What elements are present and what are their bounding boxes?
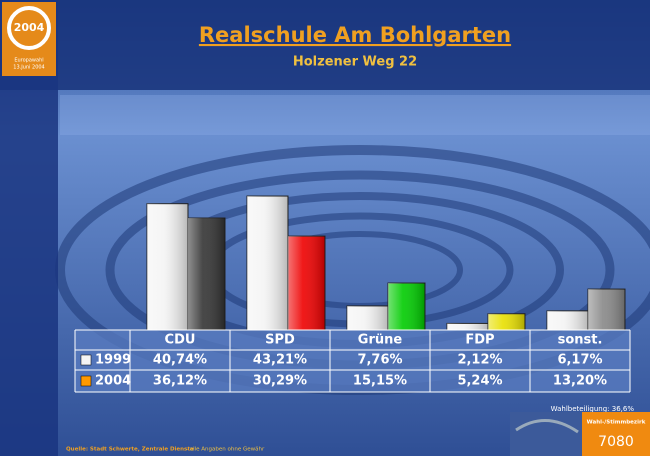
value-label: 6,17% — [557, 353, 602, 368]
value-label: 13,20% — [553, 374, 607, 389]
bar-sheen — [447, 323, 488, 330]
value-label: 15,15% — [353, 374, 407, 389]
chart-subtitle: Holzener Weg 22 — [293, 55, 417, 70]
value-label: 30,29% — [253, 374, 307, 389]
bar-sheen — [288, 236, 325, 330]
badge-label: Wahl-/Stimmbezirk — [587, 420, 646, 426]
category-label: sonst. — [558, 333, 603, 348]
category-label: SPD — [265, 333, 295, 348]
footer-note: - alle Angaben ohne Gewähr — [186, 447, 265, 453]
category-label: Grüne — [358, 333, 403, 348]
legend-label: 2004 — [95, 374, 131, 389]
badge-image — [510, 412, 582, 456]
category-label: FDP — [465, 333, 494, 348]
legend-swatch — [81, 355, 91, 365]
value-label: 2,12% — [457, 353, 502, 368]
footer-source: Quelle: Stadt Schwerte, Zentrale Dienste — [66, 447, 194, 453]
value-label: 40,74% — [153, 353, 207, 368]
annotation: Wahlbeteiligung: 36,6% — [551, 405, 635, 413]
category-label: CDU — [165, 333, 196, 348]
slide: 2004 Europawahl 13.Juni 2004 Realschule … — [0, 0, 650, 456]
chart-title: Realschule Am Bohlgarten — [199, 23, 511, 47]
value-label: 43,21% — [253, 353, 307, 368]
bar-sheen — [347, 306, 388, 330]
bar-sheen — [547, 311, 588, 330]
logo-year: 2004 — [14, 21, 45, 34]
bar-sheen — [388, 283, 425, 330]
hall-wall — [60, 95, 650, 135]
value-label: 7,76% — [357, 353, 402, 368]
bar-sheen — [147, 204, 188, 330]
bar-sheen — [188, 218, 225, 330]
legend-swatch — [81, 376, 91, 386]
logo-caption: Europawahl — [14, 58, 43, 64]
bar-sheen — [488, 314, 525, 330]
value-label: 36,12% — [153, 374, 207, 389]
legend-label: 1999 — [95, 353, 131, 368]
bar-sheen — [588, 289, 625, 330]
badge-number: 7080 — [598, 434, 634, 450]
bar-sheen — [247, 196, 288, 330]
logo-date: 13.Juni 2004 — [13, 65, 44, 71]
value-label: 5,24% — [457, 374, 502, 389]
